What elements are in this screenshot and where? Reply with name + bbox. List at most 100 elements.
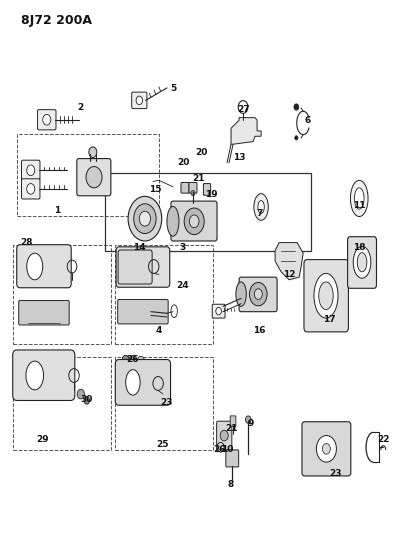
Text: 7: 7	[255, 209, 261, 218]
FancyBboxPatch shape	[116, 247, 169, 287]
Text: 12: 12	[282, 270, 295, 279]
FancyBboxPatch shape	[17, 245, 71, 288]
Ellipse shape	[235, 282, 246, 306]
FancyBboxPatch shape	[19, 301, 69, 325]
FancyBboxPatch shape	[22, 160, 40, 180]
Ellipse shape	[352, 246, 370, 278]
Circle shape	[89, 147, 97, 158]
Text: 2: 2	[77, 102, 84, 111]
FancyBboxPatch shape	[37, 110, 56, 130]
Ellipse shape	[26, 361, 43, 390]
Text: 20: 20	[194, 148, 207, 157]
Ellipse shape	[253, 193, 267, 220]
Text: 20: 20	[176, 158, 189, 167]
Circle shape	[220, 430, 228, 441]
Circle shape	[293, 104, 298, 110]
FancyBboxPatch shape	[212, 304, 225, 318]
FancyBboxPatch shape	[347, 237, 375, 288]
Text: 21: 21	[224, 424, 237, 433]
FancyBboxPatch shape	[225, 450, 238, 467]
Circle shape	[139, 211, 150, 226]
Bar	[17, 134, 158, 216]
Text: 23: 23	[328, 470, 340, 478]
Text: 1: 1	[53, 206, 60, 215]
FancyBboxPatch shape	[117, 300, 168, 324]
Text: 16: 16	[252, 326, 265, 335]
Ellipse shape	[27, 253, 43, 280]
Text: 17: 17	[322, 315, 335, 324]
Ellipse shape	[354, 188, 363, 209]
Circle shape	[137, 357, 144, 366]
Text: 6: 6	[303, 116, 310, 125]
Circle shape	[245, 416, 251, 423]
Circle shape	[86, 166, 102, 188]
Text: 5: 5	[169, 84, 176, 93]
Ellipse shape	[257, 200, 263, 213]
FancyBboxPatch shape	[303, 260, 348, 332]
Text: 24: 24	[176, 280, 189, 289]
Circle shape	[254, 289, 261, 300]
Text: 15: 15	[148, 185, 161, 194]
Bar	[13, 245, 111, 344]
Circle shape	[122, 356, 129, 365]
Circle shape	[294, 136, 297, 140]
Bar	[115, 357, 213, 450]
Circle shape	[27, 165, 34, 175]
Text: 11: 11	[352, 201, 365, 210]
Polygon shape	[274, 243, 302, 280]
FancyBboxPatch shape	[203, 183, 210, 195]
Polygon shape	[231, 118, 260, 144]
Circle shape	[184, 208, 204, 235]
Text: 25: 25	[156, 440, 169, 449]
FancyBboxPatch shape	[180, 182, 188, 193]
Circle shape	[316, 435, 336, 462]
Ellipse shape	[350, 180, 367, 216]
Text: 8J72 200A: 8J72 200A	[21, 14, 91, 27]
FancyBboxPatch shape	[13, 350, 75, 400]
Circle shape	[77, 389, 84, 399]
Circle shape	[43, 115, 51, 125]
Circle shape	[241, 119, 245, 124]
FancyBboxPatch shape	[170, 201, 217, 241]
Circle shape	[129, 356, 136, 365]
FancyBboxPatch shape	[239, 277, 276, 312]
FancyBboxPatch shape	[216, 421, 231, 450]
Ellipse shape	[166, 206, 178, 236]
FancyBboxPatch shape	[188, 182, 196, 193]
Bar	[105, 173, 310, 251]
Text: 13: 13	[232, 153, 245, 162]
Bar	[115, 245, 213, 344]
FancyBboxPatch shape	[22, 179, 40, 199]
Text: 21: 21	[192, 174, 205, 183]
Bar	[13, 357, 111, 450]
Circle shape	[189, 215, 198, 228]
Text: 19: 19	[204, 190, 217, 199]
FancyBboxPatch shape	[230, 416, 235, 426]
Circle shape	[27, 183, 34, 194]
Text: 10: 10	[220, 446, 233, 455]
Circle shape	[136, 96, 142, 104]
Circle shape	[84, 397, 89, 404]
Text: 30: 30	[81, 395, 93, 404]
Circle shape	[190, 190, 194, 196]
Text: 26: 26	[212, 446, 225, 455]
FancyBboxPatch shape	[132, 92, 146, 109]
Text: 26: 26	[126, 355, 139, 364]
Ellipse shape	[356, 253, 366, 272]
Circle shape	[134, 204, 156, 233]
Text: 27: 27	[236, 105, 249, 114]
FancyBboxPatch shape	[77, 159, 111, 196]
Text: 23: 23	[160, 398, 173, 407]
FancyBboxPatch shape	[115, 360, 170, 405]
Circle shape	[215, 308, 221, 315]
Text: 8: 8	[227, 480, 234, 489]
FancyBboxPatch shape	[301, 422, 350, 476]
Text: 29: 29	[36, 435, 49, 444]
Ellipse shape	[318, 282, 332, 310]
Circle shape	[249, 282, 266, 306]
Text: 9: 9	[247, 419, 253, 428]
Text: 18: 18	[352, 244, 365, 253]
Text: 28: 28	[20, 238, 33, 247]
Ellipse shape	[126, 369, 140, 395]
Circle shape	[322, 443, 330, 454]
